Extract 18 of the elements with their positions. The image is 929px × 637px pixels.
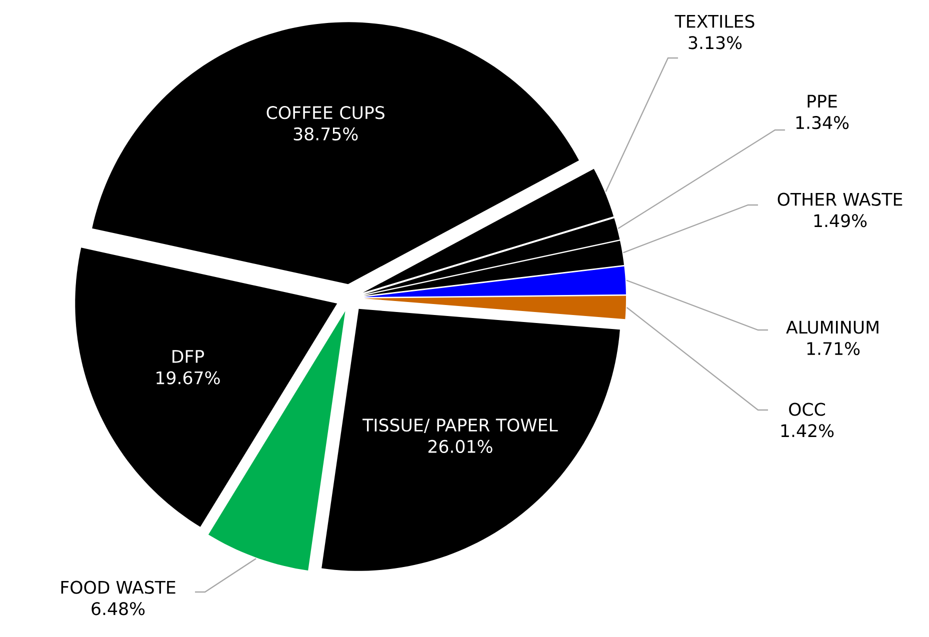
data-label: 3.13% [688,36,742,50]
data-label: 19.67% [156,371,220,384]
slice-label: COFFEE CUPS [266,106,384,120]
data-label: 38.75% [294,127,358,140]
slice-label: OTHER WASTE [778,192,902,206]
slice-label: FOOD WASTE [61,580,176,594]
data-label: 1.42% [781,424,834,438]
data-label: 1.49% [814,214,867,228]
slice-label: TISSUE/ PAPER TOWEL [362,418,558,434]
slice-label: ALUMINUM [786,320,878,334]
data-label: 6.48% [92,602,145,616]
slice-label: PPE [808,94,837,108]
data-label: 1.34% [796,116,849,130]
slice-label: TEXTILES [674,14,754,28]
data-label: 1.71% [807,342,860,356]
slice-label: OCC [789,402,825,416]
data-label: 26.01% [428,440,492,454]
slice-label: DFP [172,350,204,363]
